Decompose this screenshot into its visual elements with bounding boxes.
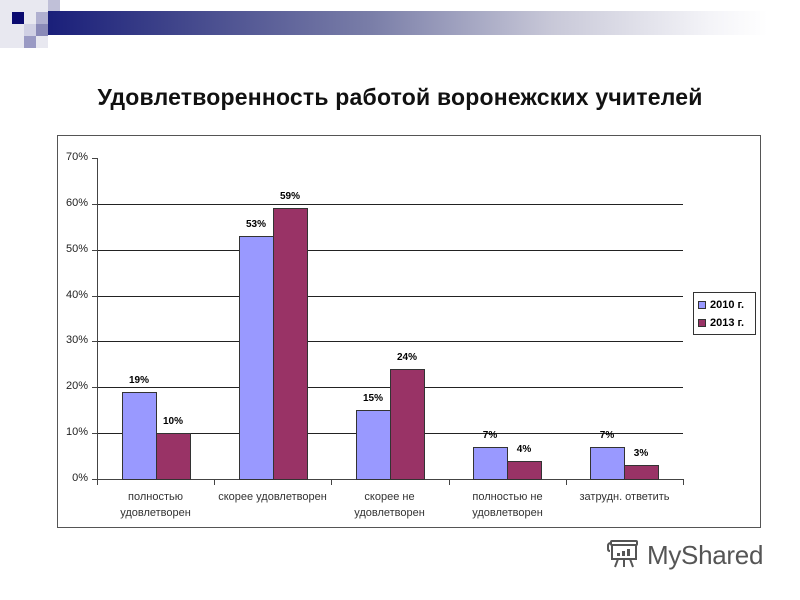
data-label: 59% <box>279 191 300 202</box>
y-tick <box>92 296 97 297</box>
data-label: 3% <box>633 448 649 459</box>
legend-item-2013: 2013 г. <box>698 314 751 332</box>
y-tick <box>92 433 97 434</box>
y-tick <box>92 250 97 251</box>
bar <box>273 208 308 480</box>
deco-square <box>36 24 48 36</box>
y-tick <box>92 479 97 480</box>
data-label: 24% <box>396 352 417 363</box>
bar <box>122 392 157 480</box>
gridline <box>97 204 683 205</box>
x-category-label: скорее удовлетворен <box>214 489 331 505</box>
x-tick <box>331 479 332 485</box>
data-label: 7% <box>482 430 498 441</box>
deco-square <box>12 12 24 24</box>
data-label: 19% <box>128 375 149 386</box>
y-tick <box>92 204 97 205</box>
deco-square <box>24 24 36 36</box>
bar <box>507 461 542 480</box>
legend-swatch-icon <box>698 319 706 327</box>
bar <box>624 465 659 480</box>
gridline <box>97 296 683 297</box>
y-axis <box>97 158 98 480</box>
y-tick-label: 70% <box>65 151 88 163</box>
x-tick <box>97 479 98 485</box>
presentation-board-icon <box>607 536 641 575</box>
deco-square <box>48 0 60 12</box>
y-tick <box>92 158 97 159</box>
y-tick <box>92 387 97 388</box>
data-label: 15% <box>362 393 383 404</box>
x-tick <box>214 479 215 485</box>
y-tick-label: 0% <box>72 472 88 484</box>
x-category-line: удовлетворен <box>120 507 191 519</box>
x-category-label: скорее не удовлетворен <box>331 489 448 521</box>
legend-label: 2013 г. <box>710 317 745 329</box>
legend-swatch-icon <box>698 301 706 309</box>
x-tick <box>449 479 450 485</box>
y-tick-label: 40% <box>65 289 88 301</box>
y-tick <box>92 341 97 342</box>
x-category-label: полностью не удовлетворен <box>449 489 566 521</box>
y-tick-label: 20% <box>65 380 88 392</box>
bar <box>473 447 508 480</box>
brand-watermark: MyShared <box>607 536 763 575</box>
bar <box>239 236 274 480</box>
x-category-line: удовлетворен <box>354 507 425 519</box>
brand-name: MyShared <box>647 540 764 570</box>
y-tick-label: 60% <box>65 197 88 209</box>
data-label: 7% <box>599 430 615 441</box>
legend-label: 2010 г. <box>710 299 745 311</box>
x-category-label: полностью удовлетворен <box>97 489 214 521</box>
data-label: 53% <box>245 219 266 230</box>
slide-title: Удовлетворенность работой воронежских уч… <box>97 84 703 110</box>
x-category-line: полностью не <box>472 491 543 503</box>
y-tick-label: 30% <box>65 334 88 346</box>
x-category-line: скорее не <box>364 491 415 503</box>
y-tick-label: 10% <box>65 426 88 438</box>
data-label: 4% <box>516 444 532 455</box>
x-category-line: затрудн. ответить <box>579 491 670 503</box>
x-tick <box>683 479 684 485</box>
gridline <box>97 250 683 251</box>
gridline <box>97 341 683 342</box>
legend-item-2010: 2010 г. <box>698 296 751 314</box>
x-category-label: затрудн. ответить <box>566 489 683 505</box>
chart-legend: 2010 г. 2013 г. <box>693 292 756 335</box>
deco-square <box>24 36 36 48</box>
data-label: 10% <box>162 416 183 427</box>
x-category-line: полностью <box>128 491 183 503</box>
header-gradient-bar <box>48 11 768 35</box>
bar <box>590 447 625 480</box>
bar <box>156 433 191 480</box>
x-tick <box>566 479 567 485</box>
y-tick-label: 50% <box>65 243 88 255</box>
x-category-line: скорее удовлетворен <box>218 491 327 503</box>
x-category-line: удовлетворен <box>472 507 543 519</box>
bar <box>356 410 391 480</box>
bar <box>390 369 425 480</box>
